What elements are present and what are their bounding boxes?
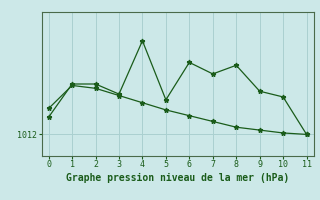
X-axis label: Graphe pression niveau de la mer (hPa): Graphe pression niveau de la mer (hPa) <box>66 173 289 183</box>
